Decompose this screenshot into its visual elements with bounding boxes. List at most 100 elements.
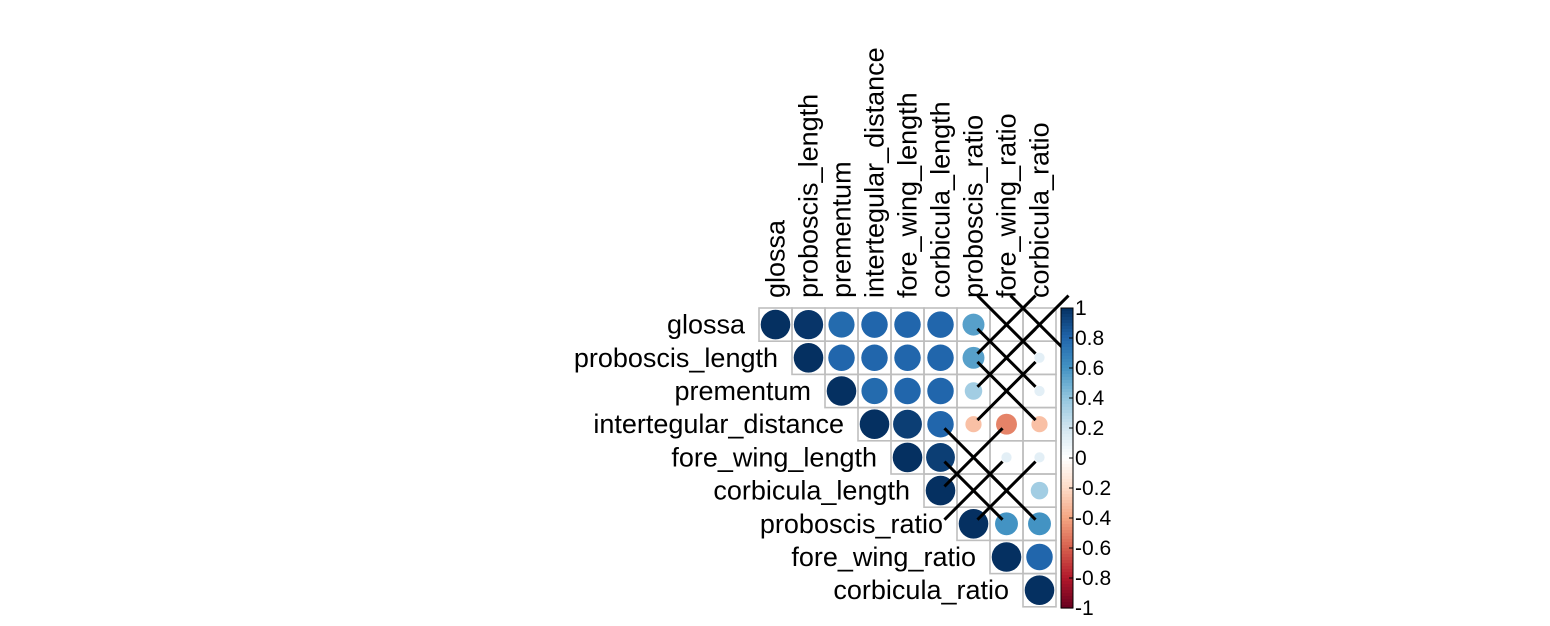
- colorbar-segment: [1061, 365, 1073, 369]
- colorbar-tick-label: 0.6: [1075, 357, 1104, 380]
- corr-circle-intertegular_distance-corbicula_ratio: [1031, 416, 1048, 433]
- corr-circle-proboscis_length-proboscis_length: [793, 343, 824, 373]
- colorbar-segment: [1061, 563, 1073, 567]
- column-label-fore_wing_length: fore_wing_length: [893, 92, 923, 298]
- colorbar-segment: [1061, 479, 1073, 483]
- row-label-glossa: glossa: [667, 310, 746, 340]
- colorbar-segment: [1061, 533, 1073, 537]
- colorbar-segment: [1061, 386, 1073, 390]
- colorbar-segment: [1061, 347, 1073, 351]
- colorbar-tick-label: 0.2: [1075, 417, 1104, 440]
- corr-circle-proboscis_length-corbicula_ratio: [1034, 352, 1045, 363]
- colorbar-segment: [1061, 554, 1073, 558]
- colorbar-segment: [1061, 311, 1073, 315]
- colorbar-segment: [1061, 350, 1073, 354]
- colorbar-tick-label: 0.4: [1075, 387, 1105, 410]
- insignificant-cross-prementum-fore_wing_ratio: [976, 360, 1037, 422]
- colorbar-segment: [1061, 329, 1073, 333]
- colorbar-segment: [1061, 407, 1073, 411]
- colorbar-segment: [1061, 578, 1073, 582]
- colorbar-segment: [1061, 371, 1073, 375]
- colorbar-segment: [1061, 368, 1073, 372]
- colorbar-segment: [1061, 380, 1073, 384]
- corr-circle-prementum-fore_wing_length: [894, 377, 921, 405]
- colorbar-segment: [1061, 359, 1073, 363]
- colorbar-segment: [1061, 473, 1073, 477]
- colorbar-segment: [1061, 392, 1073, 396]
- colorbar-segment: [1061, 356, 1073, 360]
- corr-circle-intertegular_distance-proboscis_ratio: [965, 416, 982, 433]
- column-label-proboscis_length: proboscis_length: [794, 94, 824, 298]
- colorbar-segment: [1061, 506, 1073, 510]
- insignificance-crosses: [943, 294, 1070, 521]
- colorbar-segment: [1061, 542, 1073, 546]
- colorbar-segment: [1061, 584, 1073, 588]
- insignificant-cross-glossa-fore_wing_ratio: [976, 294, 1037, 355]
- colorbar-segment: [1061, 581, 1073, 585]
- colorbar-segment: [1061, 428, 1073, 432]
- colorbar-segment: [1061, 410, 1073, 414]
- colorbar-segment: [1061, 590, 1073, 594]
- grid-cell: [1022, 572, 1057, 608]
- colorbar-segment: [1061, 500, 1073, 504]
- corr-circle-intertegular_distance-fore_wing_length: [893, 409, 922, 439]
- colorbar-segment: [1061, 317, 1073, 321]
- colorbar-segment: [1061, 437, 1073, 441]
- colorbar-segment: [1061, 398, 1073, 402]
- row-label-corbicula_ratio: corbicula_ratio: [833, 575, 1009, 605]
- row-label-prementum: prementum: [674, 376, 811, 406]
- colorbar-segment: [1061, 404, 1073, 408]
- column-label-prementum: prementum: [827, 161, 857, 298]
- colorbar-segment: [1061, 401, 1073, 405]
- column-label-corbicula_ratio: corbicula_ratio: [1025, 122, 1055, 298]
- colorbar-segment: [1061, 497, 1073, 501]
- corr-circle-fore_wing_length-fore_wing_length: [892, 442, 923, 473]
- colorbar-segment: [1061, 488, 1073, 492]
- insignificant-cross-proboscis_length-fore_wing_ratio: [976, 327, 1037, 388]
- colorbar-segment: [1061, 338, 1073, 342]
- corr-circle-glossa-fore_wing_length: [894, 311, 921, 338]
- colorbar-segment: [1061, 503, 1073, 507]
- colorbar-segment: [1061, 452, 1073, 456]
- colorbar-tick-label: 0: [1075, 447, 1087, 470]
- colorbar-segment: [1061, 341, 1073, 345]
- colorbar-segment: [1061, 308, 1073, 312]
- colorbar-segment: [1061, 518, 1073, 522]
- row-label-fore_wing_ratio: fore_wing_ratio: [791, 542, 976, 572]
- colorbar-segment: [1061, 560, 1073, 564]
- colorbar-tick-label: -1: [1075, 597, 1094, 620]
- colorbar-segment: [1061, 509, 1073, 513]
- column-labels: glossa proboscis_length prementum intertegu…: [761, 47, 1055, 298]
- colorbar-segment: [1061, 464, 1073, 468]
- colorbar-tick-label: -0.2: [1075, 477, 1111, 500]
- colorbar-segment: [1061, 566, 1073, 570]
- row-label-intertegular_distance: intertegular_distance: [593, 409, 844, 439]
- colorbar-segment: [1061, 314, 1073, 318]
- colorbar-segment: [1061, 467, 1073, 471]
- colorbar-segment: [1061, 593, 1073, 597]
- row-label-proboscis_length: proboscis_length: [574, 343, 778, 373]
- insignificant-cross-corbicula_length-proboscis_ratio: [943, 460, 1004, 521]
- colorbar-segment: [1061, 413, 1073, 417]
- colorbar-segment: [1061, 530, 1073, 534]
- corr-circle-fore_wing_ratio-fore_wing_ratio: [991, 542, 1022, 572]
- colorbar-tick-label: -0.8: [1075, 567, 1111, 590]
- corr-circle-prementum-corbicula_ratio: [1034, 385, 1045, 397]
- insignificant-cross-corbicula_length-fore_wing_ratio: [976, 460, 1037, 521]
- corr-circle-glossa-corbicula_length: [927, 311, 954, 338]
- row-label-proboscis_ratio: proboscis_ratio: [760, 509, 943, 539]
- column-label-fore_wing_ratio: fore_wing_ratio: [992, 113, 1022, 298]
- colorbar-segment: [1061, 377, 1073, 381]
- colorbar-segment: [1061, 362, 1073, 366]
- corr-circle-proboscis_length-fore_wing_length: [894, 344, 921, 372]
- colorbar-segment: [1061, 557, 1073, 561]
- colorbar-segment: [1061, 389, 1073, 393]
- corr-circle-corbicula_ratio-corbicula_ratio: [1024, 575, 1055, 605]
- colorbar-segment: [1061, 575, 1073, 579]
- corr-circle-fore_wing_length-fore_wing_ratio: [1001, 452, 1012, 463]
- colorbar-segment: [1061, 572, 1073, 576]
- colorbar-segment: [1061, 434, 1073, 438]
- colorbar-segment: [1061, 476, 1073, 480]
- colorbar-segment: [1061, 494, 1073, 498]
